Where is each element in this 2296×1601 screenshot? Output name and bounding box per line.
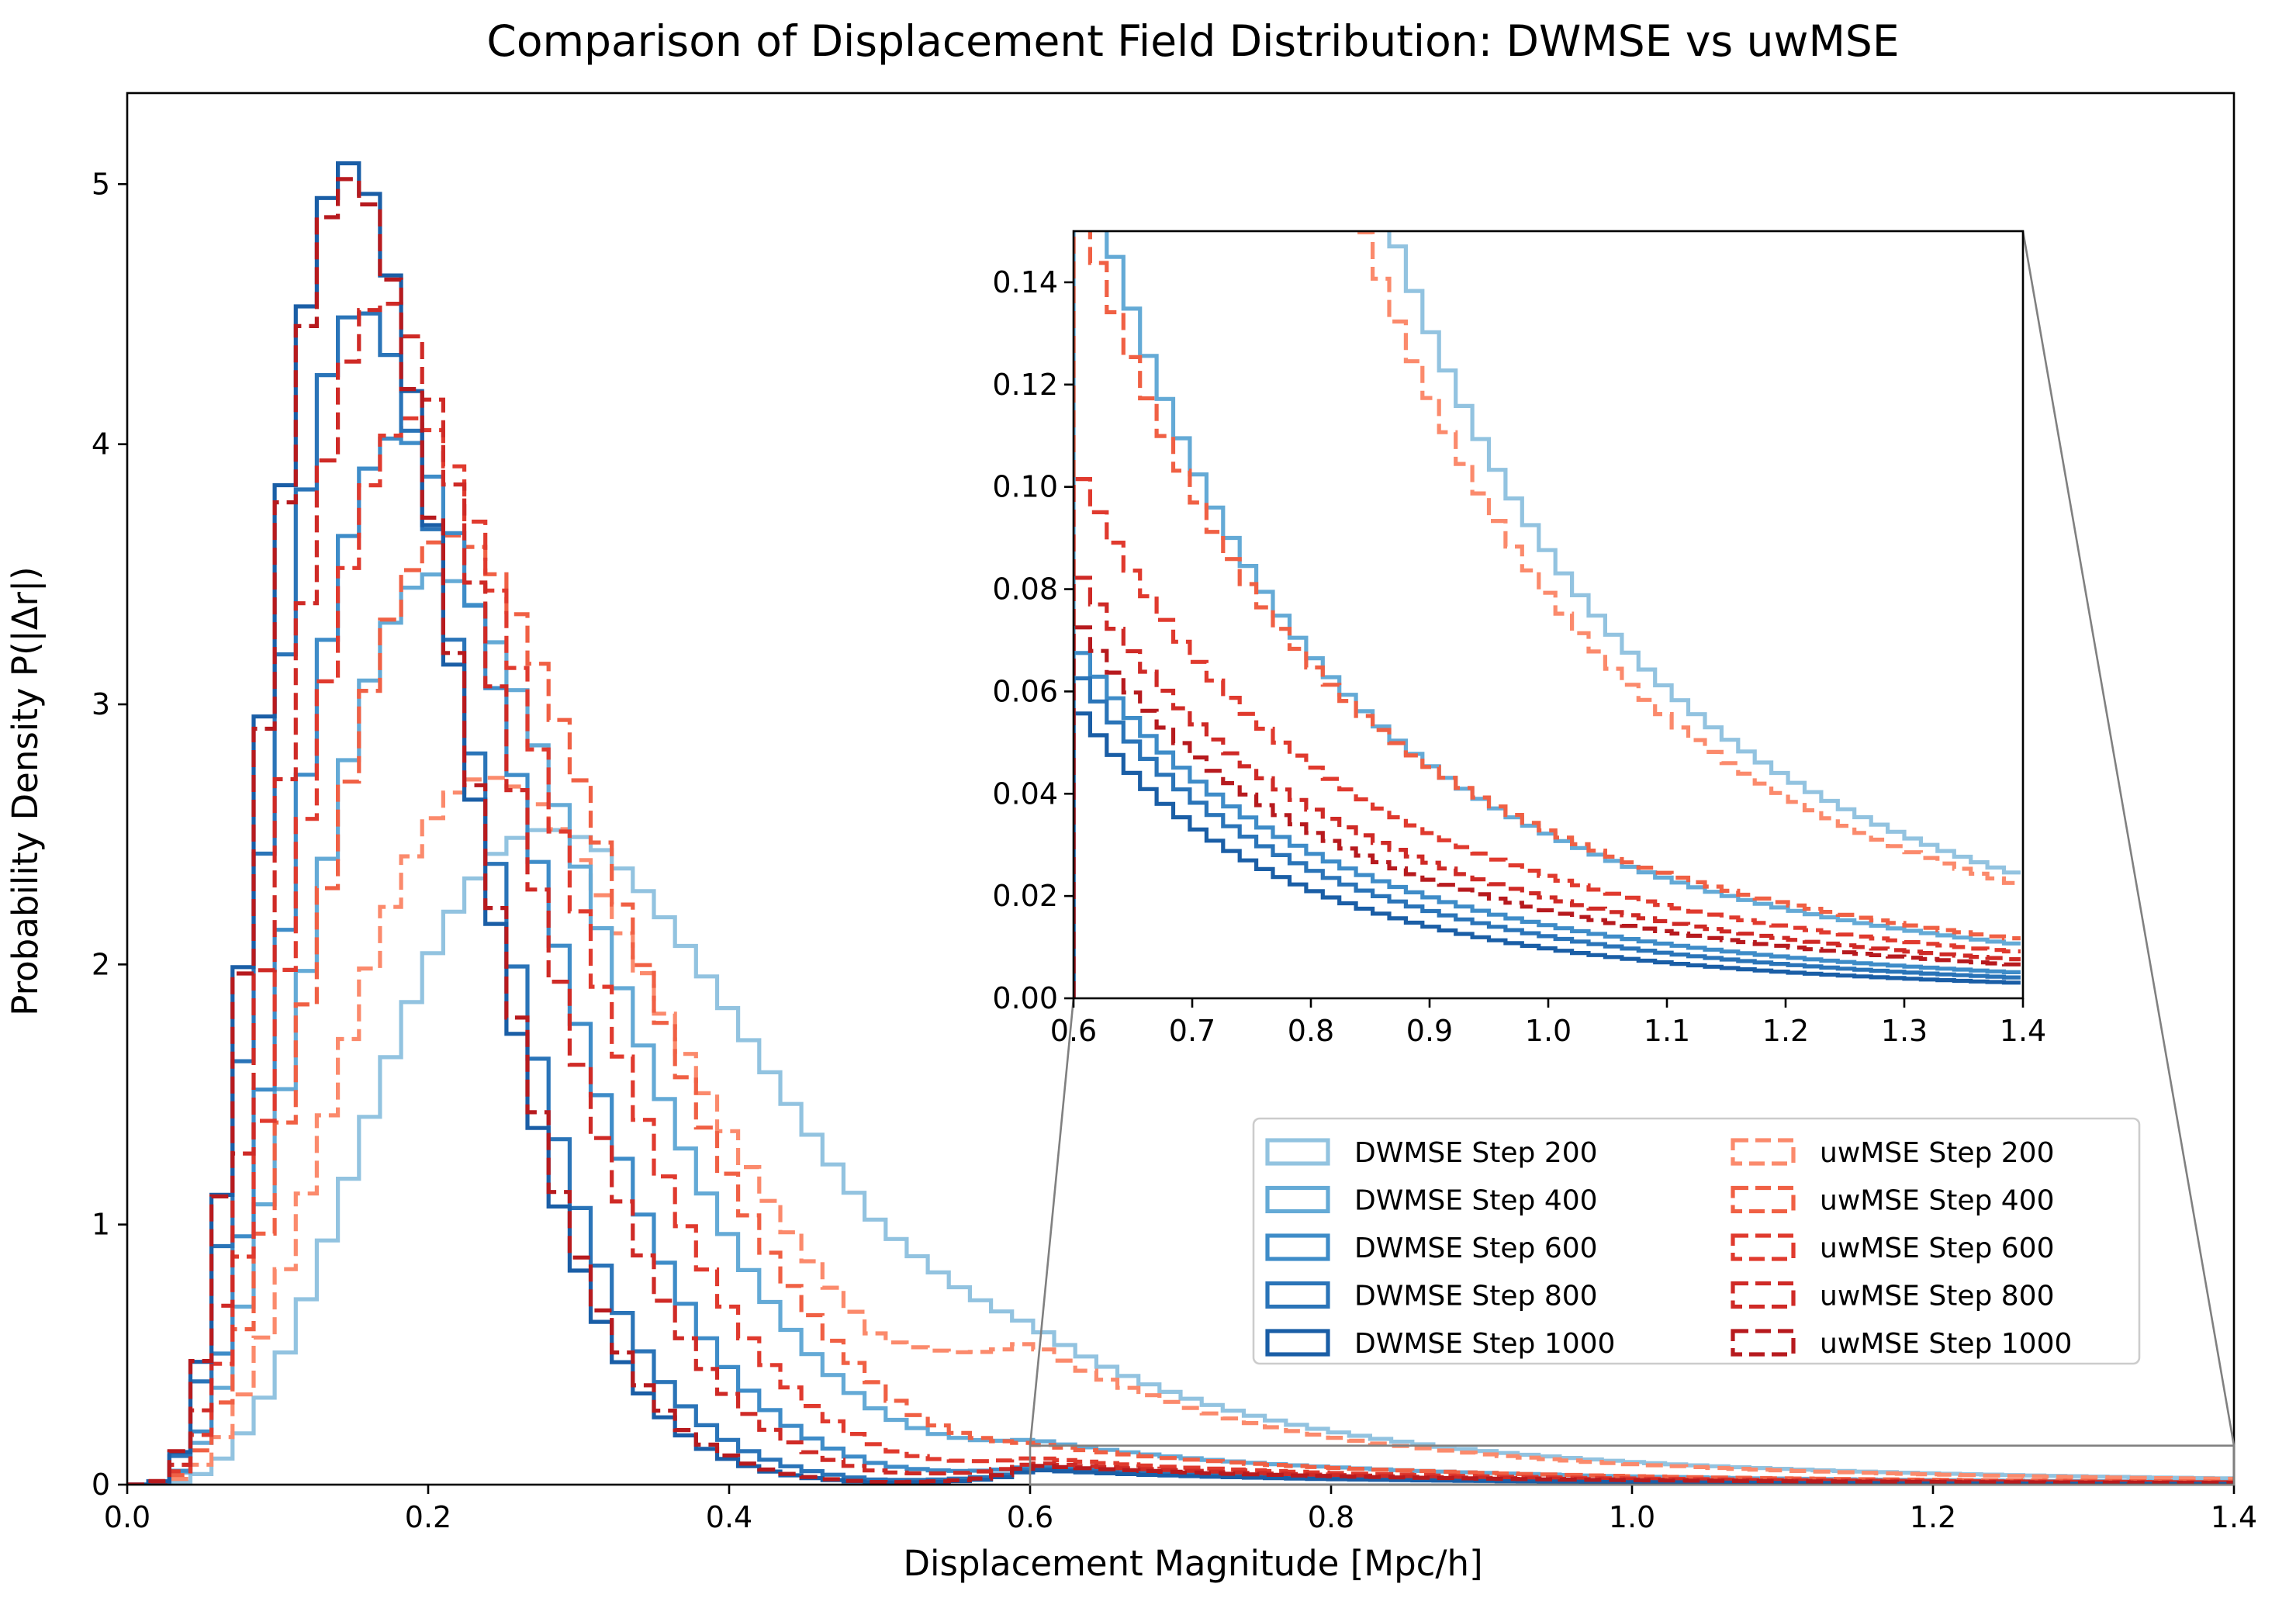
main-series-uwmse-step-200 <box>127 776 2234 1485</box>
legend-swatch <box>1265 1329 1330 1357</box>
y-tick-label: 1 <box>92 1208 110 1242</box>
inset-series-uwmse-step-800 <box>1074 576 2021 998</box>
legend-swatch <box>1265 1233 1330 1261</box>
x-tick-label: 1.2 <box>1910 1500 1956 1534</box>
inset-series-dwmse-step-1000 <box>1074 711 2021 998</box>
main-series-uwmse-step-1000 <box>127 177 2234 1485</box>
legend-swatch <box>1265 1281 1330 1309</box>
x-tick-label: 0.2 <box>405 1500 451 1534</box>
inset-series-uwmse-step-1000 <box>1074 625 2021 998</box>
inset-x-tick-label: 1.1 <box>1644 1014 1690 1048</box>
inset-series-dwmse-step-800 <box>1074 676 2021 998</box>
inset-series-uwmse-step-200 <box>1074 231 2021 998</box>
main-series-uwmse-step-400 <box>127 533 2234 1485</box>
legend-swatch <box>1731 1138 1796 1166</box>
inset-y-tick-label: 0.08 <box>992 572 1058 607</box>
legend-label: uwMSE Step 1000 <box>1820 1328 2072 1360</box>
inset-y-tick-label: 0.12 <box>992 368 1058 402</box>
legend-label: uwMSE Step 800 <box>1820 1281 2054 1312</box>
legend-label: DWMSE Step 200 <box>1354 1137 1598 1169</box>
inset-x-tick-label: 0.6 <box>1050 1014 1097 1048</box>
legend-label: uwMSE Step 600 <box>1820 1233 2054 1264</box>
y-tick-label: 3 <box>92 687 110 721</box>
x-tick-label: 1.0 <box>1609 1500 1655 1534</box>
inset-x-tick-label: 1.2 <box>1762 1014 1809 1048</box>
inset-series-dwmse-step-200 <box>1074 231 2021 998</box>
inset-y-tick-label: 0.10 <box>992 470 1058 504</box>
legend-swatch <box>1731 1233 1796 1261</box>
zoom-region-box <box>1029 1444 2235 1486</box>
inset-y-tick-label: 0.06 <box>992 674 1058 708</box>
inset-x-tick-label: 0.8 <box>1288 1014 1334 1048</box>
inset-x-tick-label: 0.7 <box>1169 1014 1215 1048</box>
legend-swatch <box>1731 1281 1796 1309</box>
y-tick-label: 4 <box>92 427 110 462</box>
inset-x-tick-label: 1.0 <box>1525 1014 1572 1048</box>
x-tick-label: 0.6 <box>1007 1500 1053 1534</box>
inset-connectors <box>1029 230 2235 1486</box>
inset-background <box>1074 231 2023 998</box>
legend-swatch <box>1265 1185 1330 1214</box>
chart-title: Comparison of Displacement Field Distrib… <box>486 16 1899 66</box>
y-tick-label: 0 <box>92 1468 110 1502</box>
x-axis-title: Displacement Magnitude [Mpc/h] <box>903 1543 1482 1584</box>
x-tick-label: 0.0 <box>104 1500 150 1534</box>
legend: DWMSE Step 200 DWMSE Step 400 DWMSE Step 6… <box>1252 1117 2141 1365</box>
legend-swatch <box>1265 1138 1330 1166</box>
legend-frame <box>1252 1117 2141 1365</box>
x-tick-label: 0.8 <box>1308 1500 1354 1534</box>
y-tick-label: 2 <box>92 947 110 981</box>
inset-plot: 0.6 0.7 0.8 0.9 1.0 1.1 1.2 1.3 1.4 0.00 0.02 0.04 0… <box>992 230 2046 1048</box>
legend-swatch <box>1731 1329 1796 1357</box>
inset-y-tick-label: 0.00 <box>992 981 1058 1015</box>
inset-series-uwmse-step-600 <box>1074 477 2021 998</box>
x-tick-label: 0.4 <box>706 1500 752 1534</box>
legend-label: DWMSE Step 600 <box>1354 1233 1598 1264</box>
inset-y-tick-label: 0.04 <box>992 776 1058 811</box>
inset-x-tick-label: 1.4 <box>2000 1014 2046 1048</box>
inset-series-uwmse-step-400 <box>1074 231 2021 998</box>
x-tick-label: 1.4 <box>2211 1500 2257 1534</box>
main-series-group <box>127 161 2234 1485</box>
inset-y-tick-label: 0.02 <box>992 879 1058 913</box>
y-tick-label: 5 <box>92 167 110 201</box>
main-plot-area <box>127 161 2234 1485</box>
inset-series-group <box>1074 231 2021 998</box>
legend-swatch <box>1731 1185 1796 1214</box>
y-axis-title: Probability Density P(|Δr|) <box>5 566 46 1015</box>
legend-label: uwMSE Step 200 <box>1820 1137 2054 1169</box>
main-axes: 0.0 0.2 0.4 0.6 0.8 1.0 1.2 1.4 0 1 2 3 4 5 <box>92 92 2257 1534</box>
inset-x-tick-label: 1.3 <box>1881 1014 1928 1048</box>
inset-y-tick-label: 0.14 <box>992 265 1058 299</box>
inset-x-tick-label: 0.9 <box>1406 1014 1453 1048</box>
legend-label: uwMSE Step 400 <box>1820 1185 2054 1217</box>
inset-connector-right <box>2021 230 2235 1446</box>
inset-series-dwmse-step-600 <box>1074 651 2021 998</box>
legend-label: DWMSE Step 800 <box>1354 1281 1598 1312</box>
legend-label: DWMSE Step 400 <box>1354 1185 1598 1217</box>
inset-connector-left <box>1029 998 1075 1446</box>
legend-label: DWMSE Step 1000 <box>1354 1328 1615 1360</box>
